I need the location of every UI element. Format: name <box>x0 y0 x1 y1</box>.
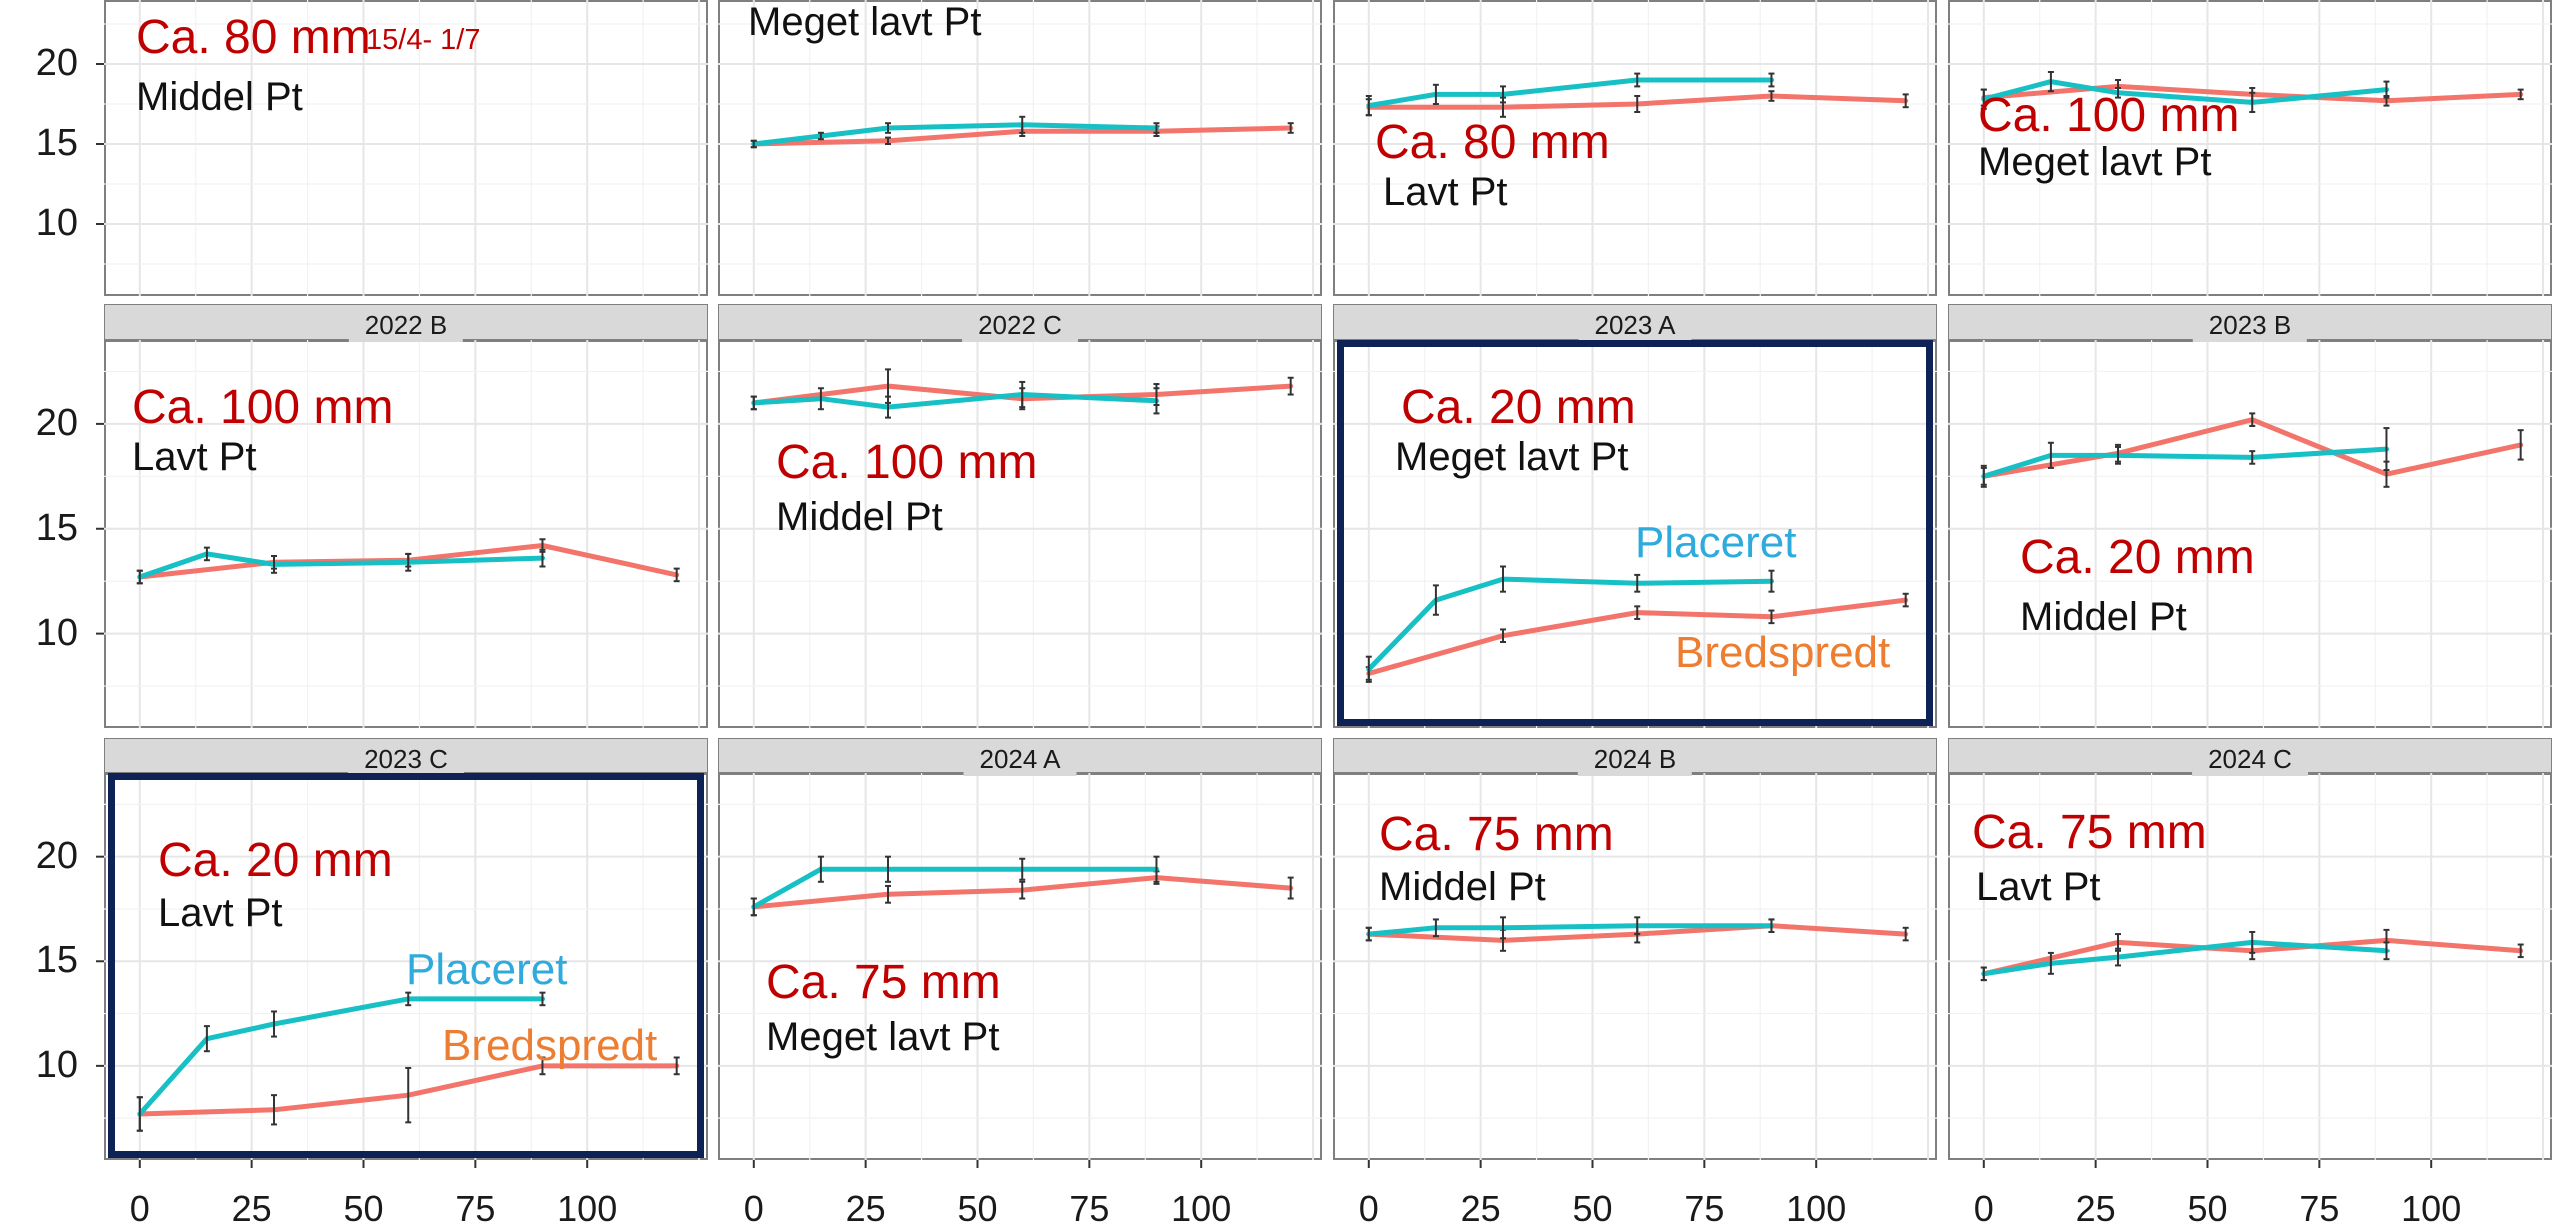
x-tick-label: 50 <box>343 1188 384 1229</box>
x-tick-label: 50 <box>957 1188 998 1229</box>
annotation-black: Meget lavt Pt <box>748 0 982 44</box>
facet-strip-label: 2023 B <box>2192 308 2308 342</box>
annotation-red: Ca. 100 mm <box>1978 89 2240 142</box>
y-tick-label: 15 <box>35 122 78 164</box>
annotation-black: Middel Pt <box>1379 865 1546 909</box>
panel-frame <box>1948 340 2552 728</box>
x-tick-label: 100 <box>1171 1188 1232 1229</box>
annotation-black: Middel Pt <box>776 495 943 539</box>
annotation-blue: Placeret <box>1635 518 1797 567</box>
facet-strip-label: 2022 B <box>348 308 464 342</box>
annotation-red: Ca. 100 mm <box>776 436 1038 489</box>
facet-strip-label: 2022 C <box>962 308 1078 342</box>
y-tick-label: 10 <box>35 611 78 654</box>
y-tick-label: 15 <box>35 506 78 549</box>
annotation-black: Middel Pt <box>2020 595 2187 639</box>
facet-strip-label: 2024 B <box>1577 742 1693 776</box>
panel-frame <box>718 773 1322 1160</box>
annotation-black: Meget lavt Pt <box>766 1015 1000 1059</box>
y-tick-label: 20 <box>35 401 78 444</box>
panel-frame <box>104 0 708 296</box>
x-tick-label: 25 <box>231 1188 272 1229</box>
panel-frame <box>1333 0 1937 296</box>
panel-frame <box>104 340 708 728</box>
annotation-red: Ca. 80 mm <box>1375 116 1610 169</box>
annotation-black: Lavt Pt <box>1976 865 2101 909</box>
annotation-red: Ca. 20 mm <box>158 834 393 887</box>
x-tick-label: 50 <box>2187 1188 2228 1229</box>
x-tick-label: 25 <box>2075 1188 2116 1229</box>
x-tick-label: 0 <box>743 1188 764 1229</box>
x-tick-label: 75 <box>1684 1188 1725 1229</box>
x-tick-label: 50 <box>1572 1188 1613 1229</box>
x-tick-label: 0 <box>1358 1188 1379 1229</box>
annotation-red: Ca. 75 mm <box>1972 806 2207 859</box>
annotation-black: Lavt Pt <box>158 891 283 935</box>
annotation-red: Ca. 75 mm <box>1379 808 1614 861</box>
annotation-date: 15/4- 1/7 <box>366 24 481 56</box>
annotation-black: Middel Pt <box>136 75 303 119</box>
x-tick-label: 100 <box>1786 1188 1847 1229</box>
series-line-bredspredt <box>1981 417 2524 479</box>
annotation-orange: Bredspredt <box>442 1021 658 1070</box>
y-tick-label: 10 <box>35 202 78 244</box>
annotation-red: Ca. 20 mm <box>1401 381 1636 434</box>
facet-strip-label: 2023 C <box>348 742 464 776</box>
series-line-placeret <box>137 551 545 580</box>
panel-frame <box>1948 0 2552 296</box>
x-tick-label: 25 <box>845 1188 886 1229</box>
x-tick-label: 100 <box>557 1188 618 1229</box>
x-tick-label: 0 <box>1973 1188 1994 1229</box>
panel-frame <box>1948 773 2552 1160</box>
x-tick-label: 0 <box>129 1188 150 1229</box>
annotation-black: Lavt Pt <box>132 435 257 479</box>
annotation-red: Ca. 100 mm <box>132 381 394 434</box>
x-tick-label: 100 <box>2401 1188 2462 1229</box>
facet-strip-label: 2024 A <box>963 742 1077 776</box>
y-tick-label: 20 <box>35 834 78 877</box>
panel-frame <box>718 340 1322 728</box>
annotation-red: Ca. 80 mm <box>136 11 371 64</box>
annotation-blue: Placeret <box>406 945 568 994</box>
annotation-orange: Bredspredt <box>1675 628 1891 677</box>
annotation-red: Ca. 20 mm <box>2020 531 2255 584</box>
annotation-red: Ca. 75 mm <box>766 956 1001 1009</box>
y-tick-label: 10 <box>35 1043 78 1086</box>
x-tick-label: 75 <box>455 1188 496 1229</box>
panel-frame <box>718 0 1322 296</box>
y-tick-label: 20 <box>35 42 78 84</box>
highlight-frame <box>108 773 704 1158</box>
annotation-black: Meget lavt Pt <box>1978 140 2212 184</box>
annotation-black: Meget lavt Pt <box>1395 435 1629 479</box>
panel-frame <box>1333 773 1937 1160</box>
facet-strip-label: 2024 C <box>2192 742 2308 776</box>
series-line-placeret <box>1981 446 2389 479</box>
highlight-frame <box>1337 340 1933 726</box>
x-tick-label: 25 <box>1460 1188 1501 1229</box>
x-tick-label: 75 <box>2299 1188 2340 1229</box>
annotation-black: Lavt Pt <box>1383 170 1508 214</box>
facet-strip-label: 2023 A <box>1578 308 1692 342</box>
x-tick-label: 75 <box>1069 1188 1110 1229</box>
y-tick-label: 15 <box>35 939 78 982</box>
